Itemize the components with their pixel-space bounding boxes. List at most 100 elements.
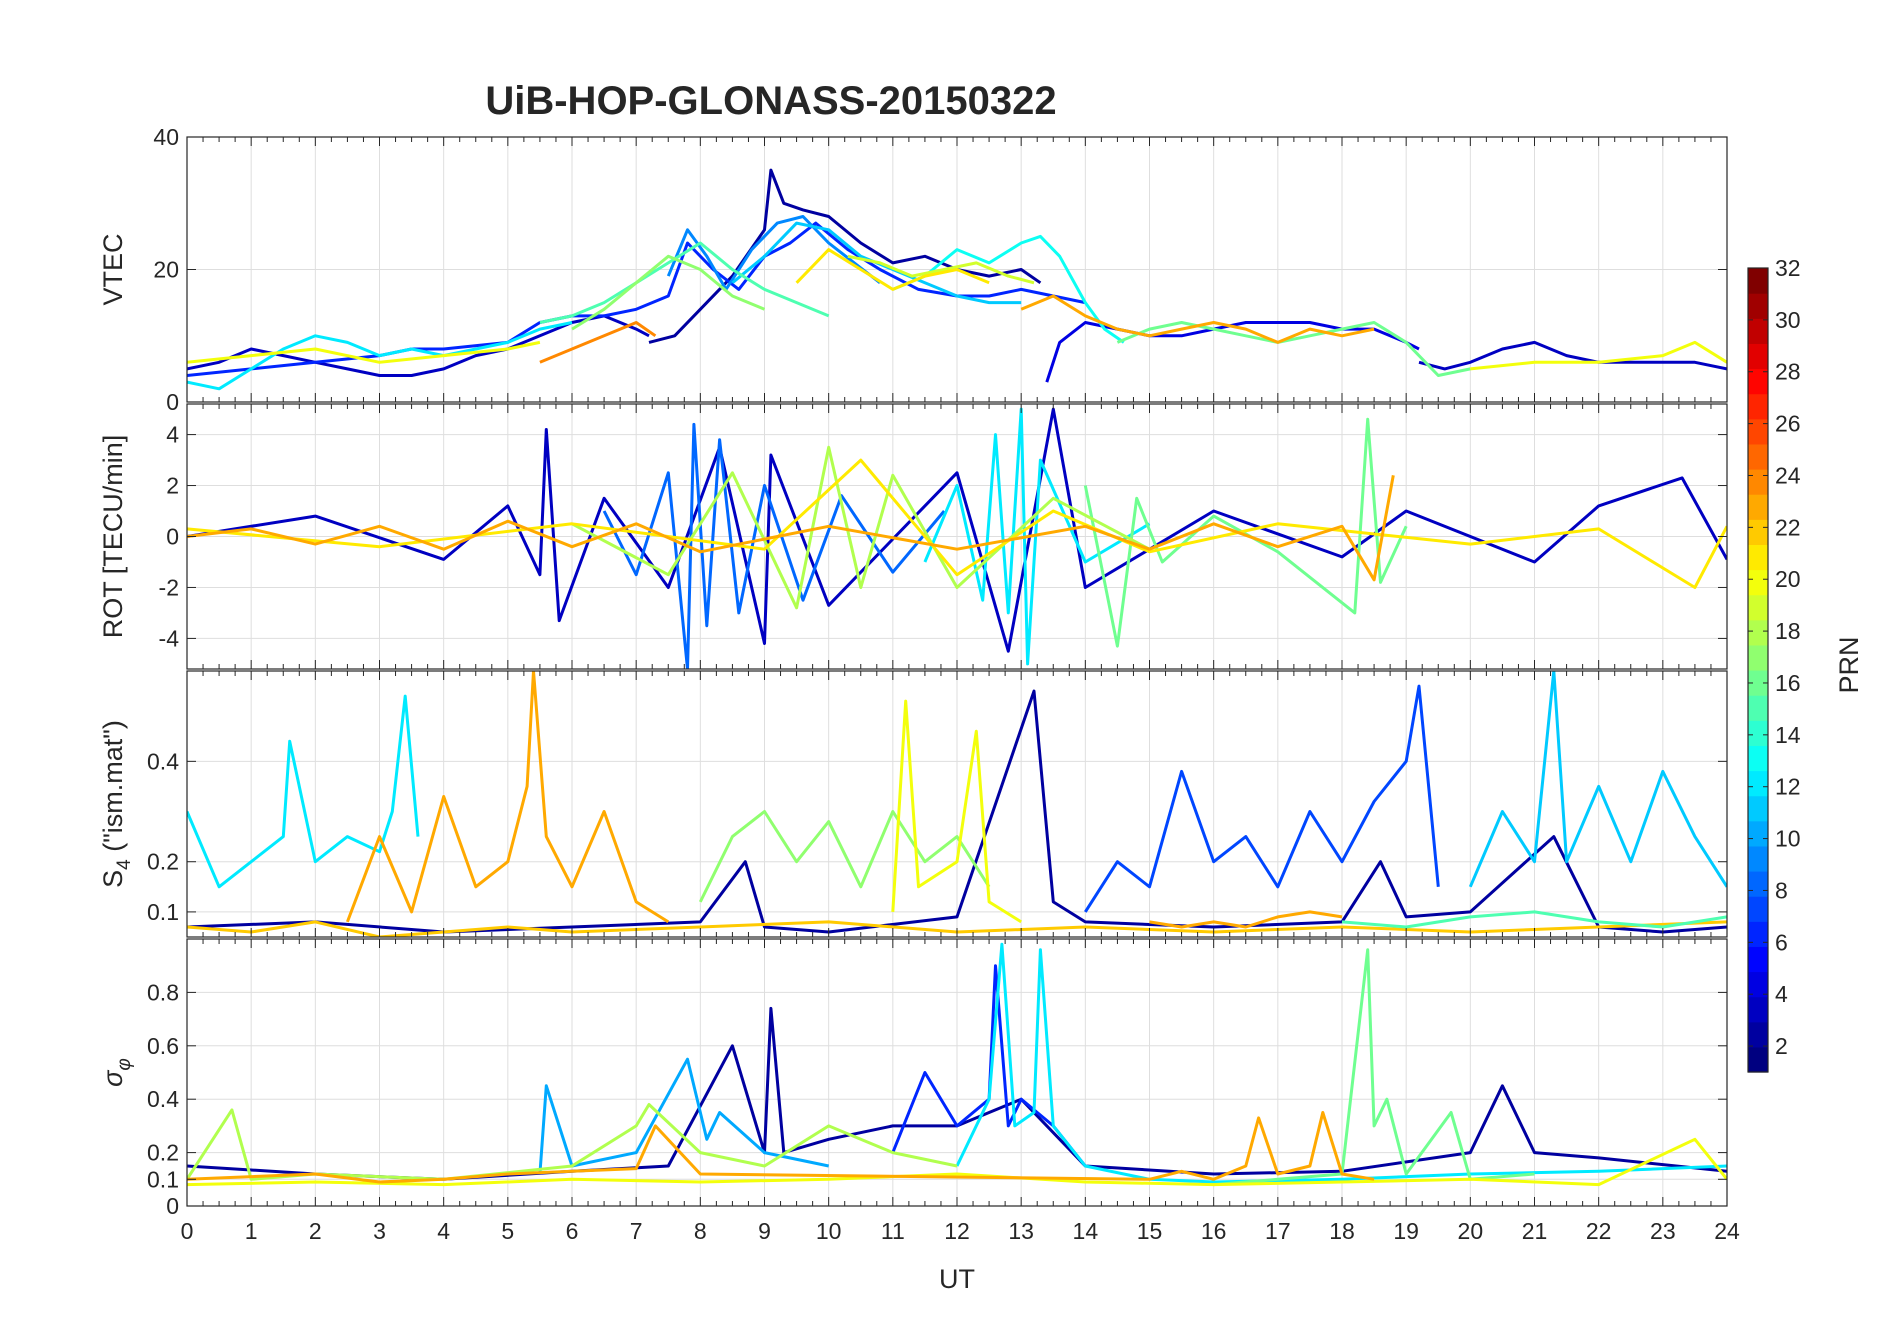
colorbar-tick-label: 8 [1775,877,1788,903]
series-line-prn-15 [539,241,830,324]
series-line-prn-11 [1468,671,1727,888]
colorbar-segment [1748,343,1768,370]
y-tick-label: 0.2 [147,849,179,875]
x-tick-label: 12 [944,1218,970,1244]
x-tick-label: 15 [1137,1218,1163,1244]
colorbar-tick-label: 6 [1775,929,1788,955]
y-tick-label: 0 [166,524,179,550]
colorbar-tick-label: 22 [1775,514,1801,540]
y-axis-label: S4 ("ism.mat") [98,720,135,888]
colorbar-segment [1748,594,1768,621]
colorbar-segment [1748,795,1768,822]
x-tick-label: 6 [566,1218,579,1244]
series-line-prn-3 [187,407,1727,653]
colorbar-tick-label: 28 [1775,359,1801,385]
y-axis-label-main: σ [98,1069,128,1087]
colorbar-tick-label: 18 [1775,618,1801,644]
y-axis-label-main: S [98,870,128,888]
colorbar-tick-label: 2 [1775,1033,1788,1059]
x-tick-label: 18 [1329,1218,1355,1244]
colorbar-segment [1748,443,1768,470]
colorbar-tick-label: 24 [1775,462,1801,488]
x-tick-label: 9 [758,1218,771,1244]
y-tick-label: 0 [166,389,179,415]
y-tick-label: 0.1 [147,899,179,925]
y-tick-label: 0.4 [147,748,179,774]
colorbar-segment [1748,368,1768,395]
colorbar-segment [1748,845,1768,872]
x-tick-label: 8 [694,1218,707,1244]
colorbar-segment [1748,318,1768,344]
x-tick-label: 13 [1008,1218,1034,1244]
y-axis-label-subscript: 4 [114,859,135,870]
x-tick-label: 3 [373,1218,386,1244]
colorbar-frame [1747,267,1769,1073]
series-line-prn-3 [1418,340,1727,371]
x-tick-label: 2 [309,1218,322,1244]
series-line-prn-21 [187,458,1727,589]
colorbar-tick-label: 12 [1775,774,1801,800]
x-tick-label: 7 [630,1218,643,1244]
colorbar-segment [1748,469,1768,495]
x-tick-label: 21 [1522,1218,1548,1244]
colorbar-segment [1748,1021,1768,1048]
colorbar-tick-label: 20 [1775,566,1801,592]
y-tick-label: 4 [166,422,179,448]
series-line-prn-17 [571,254,766,331]
colorbar-segment [1748,268,1768,294]
colorbar-tick-label: 16 [1775,670,1801,696]
series-line-prn-23 [345,671,670,924]
colorbar-tick-label: 14 [1775,722,1801,748]
panel-2: -4 -2 0 2 4 ROT [TECU/min] [98,403,1728,670]
colorbar-segment [1748,971,1768,998]
colorbar-tick-label: 26 [1775,411,1801,437]
y-tick-label: 0 [166,1193,179,1219]
colorbar-segment [1748,293,1768,319]
y-tick-label: 0.8 [147,979,179,1005]
series-line-prn-21 [795,248,990,291]
series-line-prn-24 [539,321,657,364]
colorbar-segment [1748,921,1768,947]
series-line-prn-12 [187,694,420,889]
colorbar-tick-label: 10 [1775,826,1801,852]
series-line-prn-23 [187,1111,1375,1184]
y-tick-label: 0.4 [147,1086,179,1112]
series-line-prn-10 [538,1057,830,1175]
y-tick-label: 0.6 [147,1033,179,1059]
series-line-prn-18 [187,1103,958,1181]
series-line-prn-7 [1084,684,1440,913]
x-tick-label: 5 [501,1218,514,1244]
colorbar-segment [1748,418,1768,445]
y-axis-label-subscript: φ [114,1058,135,1070]
colorbar-segment [1748,544,1768,571]
series-line-prn-12 [955,942,1727,1184]
x-tick-label: 20 [1458,1218,1484,1244]
colorbar-tick-label: 30 [1775,307,1801,333]
series-line-prn-15 [1341,910,1727,929]
colorbar-segment [1748,494,1768,520]
colorbar-segment [1748,695,1768,721]
panel-3: 0.1 0.2 0.4 S4 ("ism.mat") [98,670,1728,938]
x-tick-label: 14 [1073,1218,1099,1244]
x-tick-label: 11 [881,1218,905,1244]
series-line-prn-13 [892,234,1125,344]
series-line-prn-23 [1149,910,1343,929]
series-line-prn-6 [891,964,1087,1167]
x-tick-label: 24 [1714,1218,1740,1244]
x-axis-label: UT [939,1264,975,1294]
y-tick-label: 20 [153,257,179,283]
series-line-prn-20 [1470,340,1727,371]
series-group [187,168,1727,391]
chart-title: UiB-HOP-GLONASS-20150322 [485,79,1056,123]
series-line-prn-9 [666,215,881,291]
y-axis-label: ROT [TECU/min] [98,435,128,639]
colorbar-tick-label: 4 [1775,981,1788,1007]
colorbar-segment [1748,619,1768,646]
colorbar-segment [1748,644,1768,671]
colorbar-segment [1748,519,1768,545]
